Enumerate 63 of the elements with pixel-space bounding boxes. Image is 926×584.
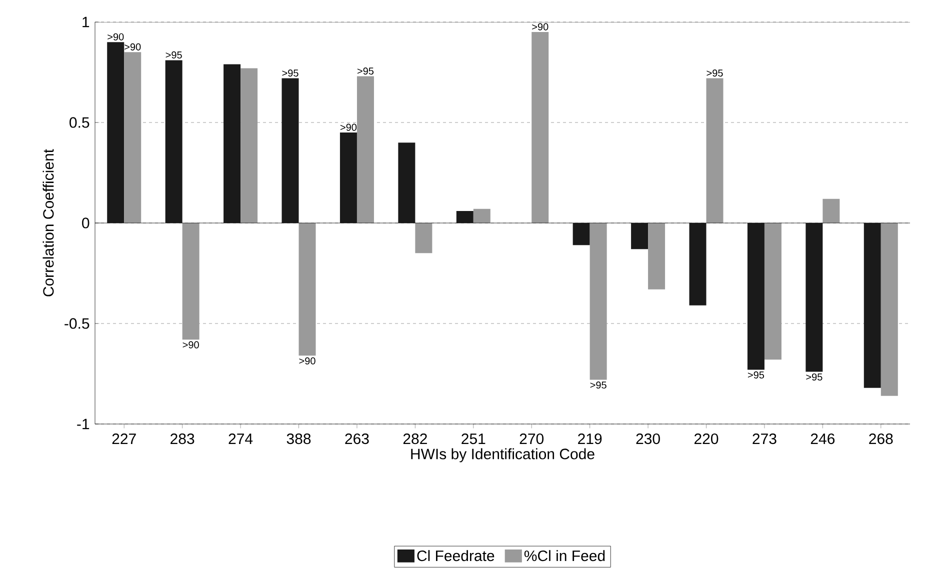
bar (864, 223, 881, 388)
bar (473, 208, 490, 223)
x-tick-label: 246 (810, 433, 835, 444)
annotation: >95 (166, 51, 182, 58)
bar (415, 223, 432, 254)
annotation: >95 (357, 67, 374, 75)
x-tick-label: 227 (112, 433, 136, 444)
annotation: >90 (532, 23, 548, 30)
y-tick-label: 0 (82, 218, 90, 228)
bar (806, 223, 823, 372)
bar (282, 78, 299, 223)
bar (764, 223, 782, 360)
annotation: >95 (706, 70, 723, 77)
bar (572, 223, 590, 246)
bar (124, 52, 142, 223)
y-tick-label: -0.5 (64, 318, 90, 329)
y-tick-label: -1 (77, 418, 90, 430)
annotation: >90 (299, 357, 316, 364)
x-tick-label: 263 (345, 433, 369, 444)
bar (224, 64, 241, 223)
bar (822, 198, 840, 223)
bar (107, 42, 124, 223)
bar (706, 78, 724, 223)
bar (648, 223, 666, 290)
bar (631, 223, 648, 250)
x-tick-label: 270 (520, 433, 544, 444)
annotation: >95 (590, 381, 606, 389)
x-tick-label: 251 (462, 433, 486, 444)
bar (456, 210, 474, 223)
bar (532, 32, 549, 223)
x-tick-label: 220 (694, 433, 718, 444)
x-tick-label: 274 (228, 433, 253, 444)
bar (356, 76, 374, 223)
annotation: >90 (182, 341, 199, 348)
bar (747, 223, 764, 370)
x-tick-label: 273 (752, 433, 776, 444)
x-tick-label: 283 (170, 433, 194, 444)
annotation: >90 (340, 124, 357, 131)
bar (340, 132, 357, 223)
bar (298, 223, 316, 356)
bar (398, 142, 416, 223)
annotation: >90 (108, 33, 124, 40)
bar (590, 223, 607, 380)
y-axis-title: Correlation Coefficient (42, 149, 54, 296)
annotation: >95 (282, 70, 298, 77)
x-tick-label: 388 (286, 433, 311, 444)
annotation: >95 (806, 373, 822, 381)
legend-label: %Cl in Feed (524, 550, 605, 562)
y-tick-label: 0.5 (70, 117, 90, 128)
x-axis-title: HWIs by Identification Code (411, 448, 594, 462)
bar (689, 223, 706, 306)
x-tick-label: 282 (403, 433, 427, 444)
annotation: >95 (748, 371, 764, 379)
x-tick-label: 268 (869, 433, 893, 444)
bar (182, 223, 200, 340)
y-tick-label: 1 (82, 16, 90, 28)
legend-label: Cl Feedrate (417, 550, 494, 562)
x-tick-label: 219 (578, 433, 602, 444)
bar (240, 68, 258, 223)
annotation: >90 (124, 43, 141, 50)
x-tick-label: 230 (636, 433, 660, 444)
bar (880, 223, 898, 396)
bar (165, 60, 182, 223)
